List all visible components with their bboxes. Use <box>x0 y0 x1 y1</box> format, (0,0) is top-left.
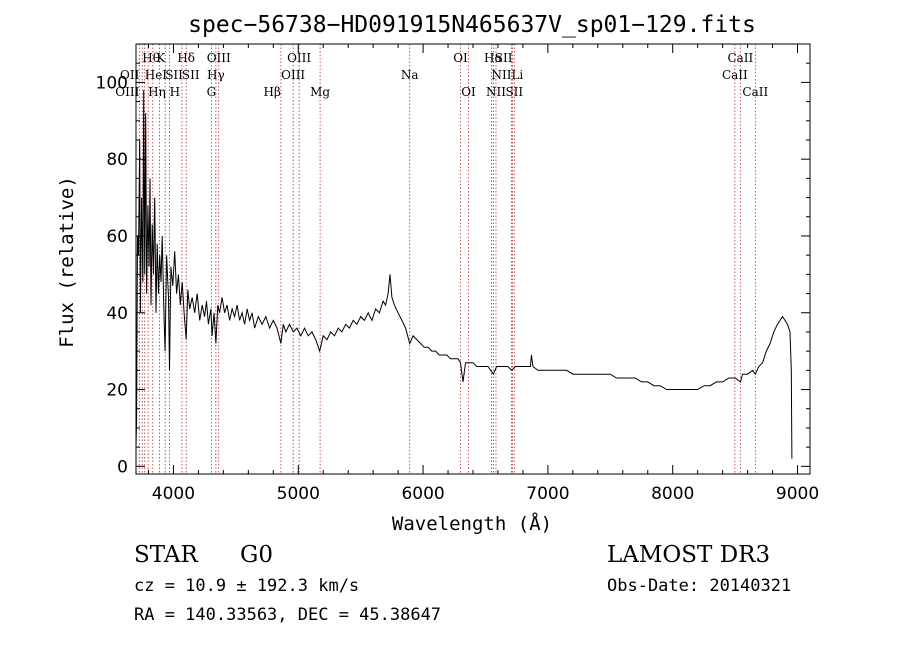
line-marker-label: CaII <box>722 68 748 82</box>
marker-lines <box>138 44 756 474</box>
line-marker-label: Hγ <box>207 68 225 82</box>
y-tick-label: 0 <box>117 457 128 477</box>
line-marker-label: SII <box>495 51 513 65</box>
y-tick-label: 60 <box>106 227 128 247</box>
line-marker-label: OIII <box>281 68 305 82</box>
line-marker-label: Li <box>511 68 523 82</box>
line-marker-label: Hδ <box>177 51 195 65</box>
line-marker-label: OI <box>453 51 468 65</box>
coordinates-readout: RA = 140.33563, DEC = 45.38647 <box>134 605 441 625</box>
y-axis-label: Flux (relative) <box>56 176 78 348</box>
flux-series-line <box>135 90 793 459</box>
line-marker-label: Na <box>401 68 419 82</box>
y-tick-label: 100 <box>96 73 128 93</box>
chart-title: spec−56738−HD091915N465637V_sp01−129.fit… <box>188 12 756 38</box>
x-tick-label: 7000 <box>526 484 569 504</box>
spectral-subclass: G0 <box>240 542 273 568</box>
line-marker-label: K <box>156 51 166 65</box>
line-marker-label: OII <box>120 68 140 82</box>
line-marker-label: OIII <box>115 85 139 99</box>
x-tick-label: 4000 <box>152 484 195 504</box>
line-marker-label: OIII <box>207 51 231 65</box>
line-marker-label: CaII <box>727 51 753 65</box>
line-marker-label: Hβ <box>264 85 281 99</box>
line-marker-label: OI <box>461 85 476 99</box>
survey-name: LAMOST DR3 <box>607 542 770 568</box>
x-tick-label: 6000 <box>401 484 444 504</box>
y-tick-label: 80 <box>106 150 128 170</box>
x-axis-label: Wavelength (Å) <box>392 512 552 535</box>
line-marker-label: Hθ <box>142 51 160 65</box>
line-marker-label: OIII <box>287 51 311 65</box>
x-tick-label: 9000 <box>776 484 819 504</box>
y-axis-ticks: 0 20 40 60 80 100 <box>96 43 810 477</box>
line-marker-label: CaII <box>742 85 768 99</box>
line-marker-label: SII <box>505 85 523 99</box>
line-marker-label: SII <box>182 68 200 82</box>
y-tick-label: 20 <box>106 381 128 401</box>
redshift-readout: cz = 10.9 ± 192.3 km/s <box>134 576 359 596</box>
observation-date: Obs-Date: 20140321 <box>607 576 791 596</box>
line-marker-label: NII <box>491 68 511 82</box>
line-marker-label: Mg <box>310 85 330 99</box>
line-marker-label: HeI <box>145 68 168 82</box>
line-marker-label: H <box>170 85 180 99</box>
line-marker-label: G <box>207 85 217 99</box>
line-marker-label: Hη <box>148 85 166 99</box>
line-marker-label: NII <box>486 85 506 99</box>
line-marker-label: Hα <box>484 51 503 65</box>
line-marker-label: SII <box>165 68 183 82</box>
x-tick-label: 5000 <box>277 484 320 504</box>
x-tick-label: 8000 <box>651 484 694 504</box>
plot-frame <box>135 43 811 475</box>
marker-labels: OIIOIIIHθHeIHηKSIIHHδSIIOIIIHγGOIIIOIIIH… <box>115 51 768 99</box>
x-axis-ticks: 4000 5000 6000 7000 8000 9000 <box>147 44 819 504</box>
y-tick-label: 40 <box>106 304 128 324</box>
object-class: STAR <box>134 542 198 568</box>
